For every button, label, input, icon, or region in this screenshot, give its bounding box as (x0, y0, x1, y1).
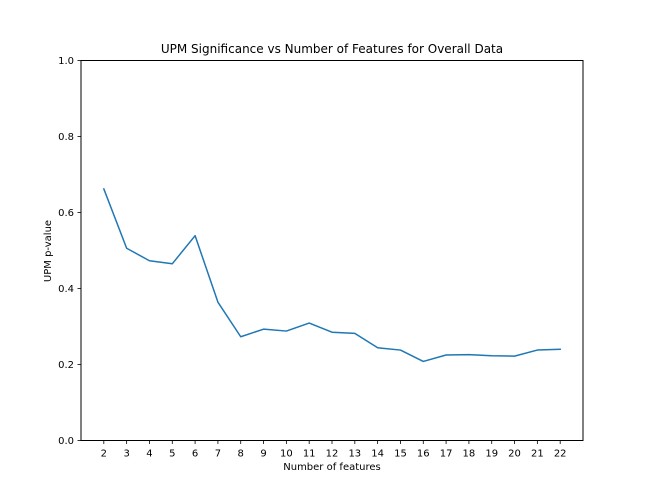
y-tick-label: 1.0 (58, 56, 74, 67)
x-tick-label: 18 (463, 449, 476, 460)
y-tick-label: 0.6 (58, 208, 74, 219)
y-axis-label: UPM p-value (43, 220, 54, 282)
x-tick-label: 5 (169, 449, 175, 460)
y-tick-label: 0.8 (58, 132, 74, 143)
series-line (102, 187, 561, 363)
y-tick-label: 0.4 (58, 284, 74, 295)
x-tick-label: 4 (146, 449, 152, 460)
x-tick-label: 15 (394, 449, 407, 460)
x-tick-label: 14 (371, 449, 384, 460)
x-tick-label: 3 (123, 449, 129, 460)
x-tick-label: 12 (326, 449, 339, 460)
x-tick-label: 9 (260, 449, 266, 460)
x-tick-label: 11 (303, 449, 316, 460)
x-tick-label: 6 (192, 449, 198, 460)
x-tick-label: 19 (485, 449, 498, 460)
y-tick-label: 0.2 (58, 360, 74, 371)
x-tick-label: 13 (348, 449, 361, 460)
x-tick-label: 2 (101, 449, 107, 460)
x-tick-label: 10 (280, 449, 293, 460)
y-axis-ticks: 0.0 0.2 0.4 0.6 0.8 1.0 (58, 56, 81, 447)
y-tick-label: 0.0 (58, 436, 74, 447)
plot-frame (80, 60, 584, 441)
chart-title: UPM Significance vs Number of Features f… (161, 42, 503, 56)
x-tick-label: 17 (440, 449, 453, 460)
x-tick-label: 7 (215, 449, 221, 460)
x-axis-ticks: 2 3 4 5 6 7 8 9 10 11 12 13 14 15 16 17 18 19 20 21 22 (101, 440, 567, 460)
x-tick-label: 21 (531, 449, 544, 460)
x-tick-label: 22 (554, 449, 567, 460)
x-tick-label: 8 (238, 449, 244, 460)
x-tick-label: 20 (508, 449, 521, 460)
x-axis-label: Number of features (283, 462, 380, 473)
x-tick-label: 16 (417, 449, 430, 460)
